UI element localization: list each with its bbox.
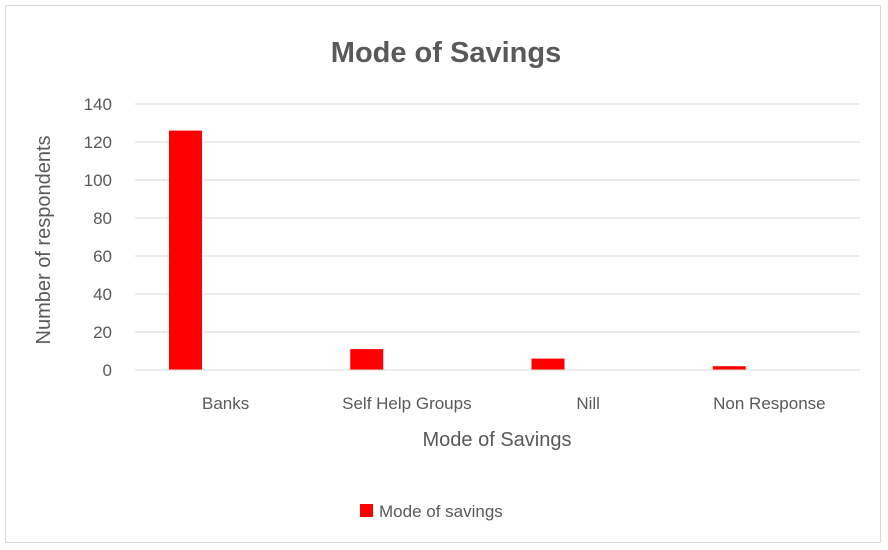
y-axis-title: Number of respondents [33, 135, 55, 344]
legend-swatch [360, 504, 373, 517]
chart-frame [5, 5, 881, 543]
x-tick-label: Non Response [713, 394, 825, 413]
bar-self-help-groups [350, 349, 384, 370]
y-tick-label: 100 [84, 171, 112, 190]
x-axis-title: Mode of Savings [423, 429, 572, 451]
x-tick-label: Nill [576, 394, 600, 413]
gridlines [135, 103, 860, 333]
bar-nill [531, 358, 565, 370]
x-tick-label: Self Help Groups [342, 394, 471, 413]
y-tick-label: 20 [93, 323, 112, 342]
y-tick-label: 0 [103, 361, 112, 380]
x-tick-label: Banks [202, 394, 249, 413]
y-tick-label: 60 [93, 247, 112, 266]
legend: Mode of savings [360, 502, 503, 521]
y-tick-label: 120 [84, 133, 112, 152]
y-tick-label: 40 [93, 285, 112, 304]
bar-non-response [712, 366, 746, 370]
y-tick-label: 140 [84, 95, 112, 114]
bar-banks [169, 130, 202, 370]
chart-title: Mode of Savings [331, 37, 561, 69]
legend-label: Mode of savings [379, 502, 503, 521]
y-tick-label: 80 [93, 209, 112, 228]
bars [169, 130, 746, 370]
x-axis-ticks: Banks Self Help Groups Nill Non Response [202, 394, 826, 413]
y-axis-ticks: 0 20 40 60 80 100 120 140 [84, 95, 112, 380]
